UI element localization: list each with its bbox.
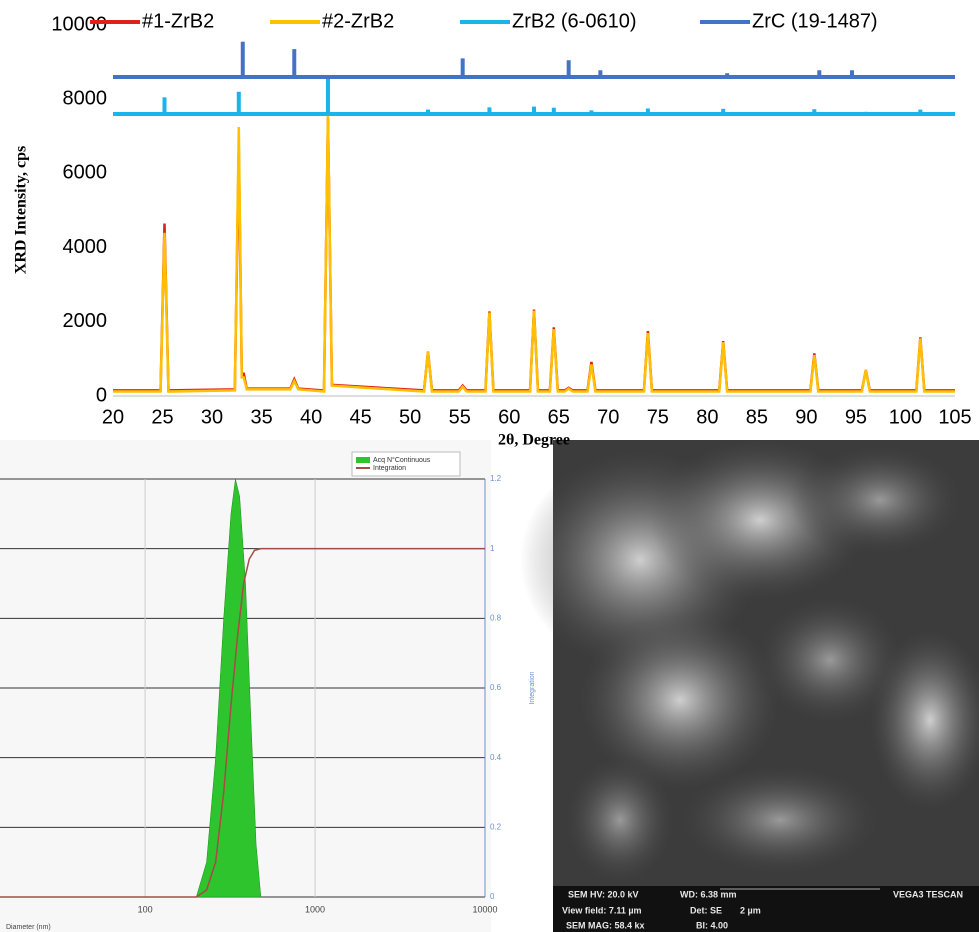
data-area bbox=[195, 478, 262, 898]
x-axis-title: Diameter (nm) bbox=[6, 924, 51, 931]
y-tick-label: 2000 bbox=[63, 310, 108, 332]
legend-label: Integration bbox=[373, 465, 406, 472]
sem-texture bbox=[560, 750, 680, 890]
y-axis-title: XRD Intensity, cps bbox=[13, 146, 30, 274]
y-tick-label: 0 bbox=[96, 384, 107, 406]
y-tick-label: 4000 bbox=[63, 236, 108, 258]
y2-axis-title: Integration bbox=[529, 671, 536, 704]
x-tick-label: 25 bbox=[151, 406, 173, 428]
sem-info-bar bbox=[553, 886, 979, 932]
sem-texture bbox=[790, 440, 970, 560]
y2-tick-label: 0.4 bbox=[490, 753, 502, 762]
legend-label: #1-ZrB2 bbox=[142, 10, 214, 32]
sem-label: View field: 7.11 µm bbox=[562, 905, 642, 915]
sem-label: SEM MAG: 58.4 kx bbox=[566, 920, 645, 930]
data-line bbox=[113, 115, 955, 393]
x-tick-label: 45 bbox=[350, 406, 372, 428]
x-tick-label: 75 bbox=[647, 406, 669, 428]
x-tick-label: 35 bbox=[250, 406, 272, 428]
legend-label: ZrC (19-1487) bbox=[752, 10, 878, 32]
x-tick-label: 100 bbox=[889, 406, 922, 428]
x-tick-label: 1000 bbox=[305, 904, 325, 914]
x-tick-label: 55 bbox=[449, 406, 471, 428]
sem-label: BI: 4.00 bbox=[696, 920, 728, 930]
sem-label: VEGA3 TESCAN bbox=[893, 889, 963, 899]
sem-texture bbox=[750, 590, 910, 730]
y2-tick-label: 1 bbox=[490, 544, 495, 553]
x-tick-label: 70 bbox=[597, 406, 619, 428]
x-tick-label: 80 bbox=[696, 406, 718, 428]
sem-label: 2 µm bbox=[740, 905, 761, 915]
legend-label: ZrB2 (6-0610) bbox=[512, 10, 637, 32]
legend-box bbox=[351, 451, 461, 477]
sem-image: SEM HV: 20.0 kV WD: 6.38 mm VEGA3 TESCAN… bbox=[520, 440, 979, 932]
y-tick-label: 6000 bbox=[63, 162, 108, 184]
sem-label: WD: 6.38 mm bbox=[680, 889, 737, 899]
x-tick-label: 20 bbox=[102, 406, 124, 428]
legend-label: #2-ZrB2 bbox=[322, 10, 394, 32]
x-tick-label: 65 bbox=[548, 406, 570, 428]
x-tick-label: 30 bbox=[201, 406, 223, 428]
x-tick-label: 85 bbox=[746, 406, 768, 428]
sem-texture bbox=[870, 630, 979, 810]
y2-tick-label: 0.2 bbox=[490, 822, 502, 831]
legend-swatch bbox=[356, 457, 370, 463]
x-tick-label: 10000 bbox=[472, 904, 497, 914]
sem-texture bbox=[580, 610, 780, 790]
sem-texture bbox=[670, 760, 890, 880]
x-tick-label: 60 bbox=[498, 406, 520, 428]
x-tick-label: 40 bbox=[300, 406, 322, 428]
y2-tick-label: 0.8 bbox=[490, 613, 502, 622]
legend-label: Acq N°Continuous bbox=[373, 456, 431, 464]
y2-tick-label: 1.2 bbox=[490, 474, 502, 483]
x-tick-label: 105 bbox=[938, 406, 971, 428]
y-tick-label: 8000 bbox=[63, 87, 108, 109]
y2-tick-label: 0.6 bbox=[490, 683, 502, 692]
y-tick-label: 10000 bbox=[51, 13, 107, 35]
sem-label: Det: SE bbox=[690, 905, 722, 915]
x-axis-title: 2θ, Degree bbox=[498, 432, 570, 449]
x-tick-label: 50 bbox=[399, 406, 421, 428]
y2-tick-label: 0 bbox=[490, 892, 495, 901]
sem-label: SEM HV: 20.0 kV bbox=[568, 889, 639, 899]
data-line bbox=[0, 547, 485, 898]
x-tick-label: 95 bbox=[845, 406, 867, 428]
x-tick-label: 100 bbox=[138, 904, 153, 914]
x-tick-label: 90 bbox=[795, 406, 817, 428]
